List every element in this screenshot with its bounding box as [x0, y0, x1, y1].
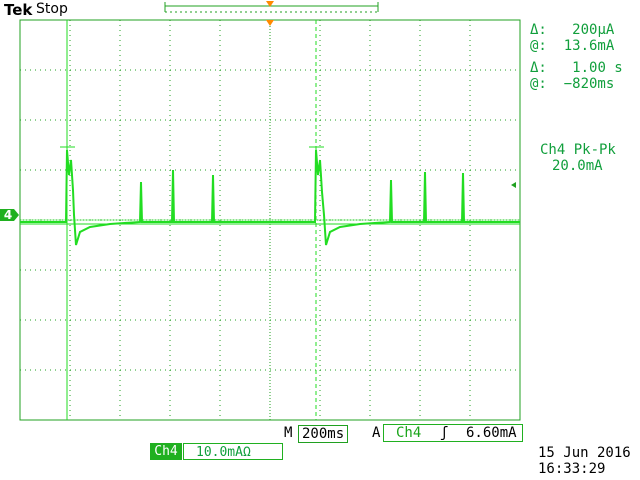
channel-4-waveform [20, 149, 520, 246]
cursor-delta-amplitude: Δ: 200µA [530, 22, 615, 38]
cursor-delta-time: Δ: 1.00 s [530, 60, 623, 76]
trigger-level: 6.60mA [466, 425, 517, 441]
cursor-at-amplitude: @: 13.6mA [530, 38, 615, 54]
waveform-noise-band [20, 219, 520, 225]
measurement-value: 20.0mA [552, 158, 603, 174]
trigger-level-marker-icon[interactable] [511, 182, 516, 188]
acquisition-state: Stop [36, 1, 68, 17]
channel-4-ground-marker-icon[interactable] [0, 209, 19, 221]
trigger-point-marker-icon [266, 20, 274, 26]
trigger-prefix: A [372, 425, 381, 441]
measurement-label: Ch4 Pk-Pk [540, 142, 616, 158]
timebase-box[interactable]: M 200ms [284, 424, 364, 443]
trigger-box[interactable]: Ch4 ʃ 6.60mA [383, 424, 523, 442]
time: 16:33:29 [538, 461, 606, 477]
trigger-source: Ch4 [396, 425, 422, 441]
channel-4-label[interactable]: Ch4 [150, 443, 182, 460]
record-position-bar[interactable] [164, 2, 379, 13]
channel-4-scale[interactable]: 10.0mAΩ [183, 443, 283, 460]
timebase-value: 200ms [298, 425, 349, 443]
date: 15 Jun 2016 [538, 445, 631, 461]
channel-4-marker-label: 4 [3, 208, 13, 222]
trigger-slope-icon: ʃ [440, 425, 449, 441]
trigger-position-marker-icon[interactable] [266, 1, 274, 7]
cursor-at-time: @: −820ms [530, 76, 615, 92]
brand-logo: Tek [4, 1, 33, 19]
timebase-prefix: M [284, 425, 293, 441]
